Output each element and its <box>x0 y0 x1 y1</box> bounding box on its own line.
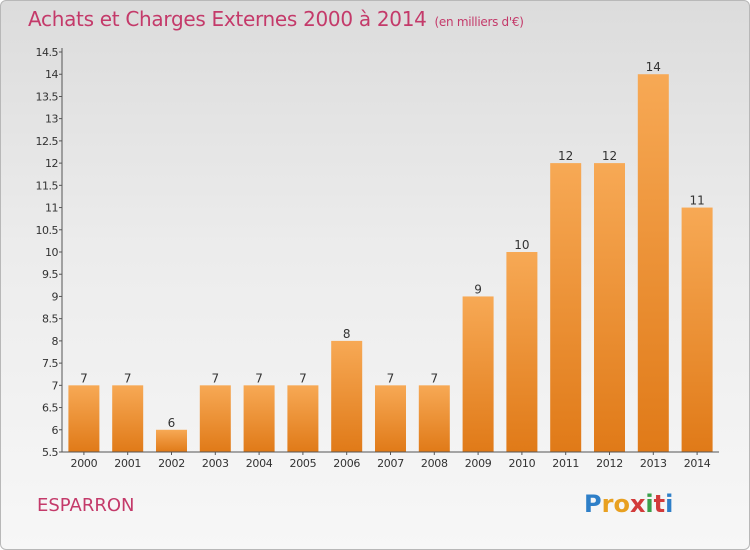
x-tick-label: 2009 <box>465 457 492 470</box>
x-tick-label: 2008 <box>421 457 448 470</box>
title-text: Achats et Charges Externes 2000 à 2014 <box>28 7 427 31</box>
bar-value-label: 14 <box>646 60 661 74</box>
bar-value-label: 7 <box>430 371 438 385</box>
bar-value-label: 7 <box>387 371 395 385</box>
bar <box>550 163 582 452</box>
logo-letter: i <box>645 490 654 518</box>
y-tick-label: 13.5 <box>36 90 59 103</box>
bar-value-label: 10 <box>514 238 529 252</box>
y-tick-label: 11.5 <box>36 179 59 192</box>
logo-letter: i <box>665 490 674 518</box>
y-tick-label: 11 <box>45 202 58 215</box>
logo-letter: r <box>601 490 614 518</box>
bar <box>375 385 406 452</box>
y-tick-label: 13 <box>45 113 58 126</box>
logo-letter: o <box>613 490 630 518</box>
logo-letter: t <box>653 490 666 518</box>
unit-note: (en milliers d'€) <box>434 15 524 29</box>
x-axis: 2000 2001 2002 2003 2004 2005 2006 2007 2008 2009… <box>62 451 719 470</box>
bar <box>287 385 319 452</box>
bar <box>112 385 144 452</box>
bar-value-label: 7 <box>255 371 263 385</box>
x-tick-label: 2000 <box>71 457 98 470</box>
bar-value-label: 12 <box>558 149 573 163</box>
bar <box>462 296 494 452</box>
y-tick-label: 7.5 <box>42 357 58 370</box>
bar-value-label: 7 <box>124 371 132 385</box>
y-tick-label: 8 <box>52 335 59 348</box>
bar <box>506 252 538 452</box>
bar <box>156 429 187 452</box>
bar <box>681 207 713 452</box>
bar-value-label: 7 <box>299 371 307 385</box>
y-tick-label: 9.5 <box>42 268 58 281</box>
bar-value-label: 8 <box>343 327 351 341</box>
x-tick-label: 2014 <box>684 457 711 470</box>
x-tick-label: 2012 <box>596 457 623 470</box>
x-tick-label: 2006 <box>333 457 360 470</box>
bar-value-label: 7 <box>80 371 88 385</box>
y-tick-label: 14.5 <box>36 46 59 59</box>
y-tick-label: 14 <box>45 68 58 81</box>
y-tick-label: 5.5 <box>42 446 58 459</box>
y-tick-label: 10 <box>45 246 58 259</box>
y-tick-label: 12.5 <box>36 135 59 148</box>
x-tick-label: 2001 <box>114 457 141 470</box>
bar-value-label: 9 <box>474 282 482 296</box>
x-tick-label: 2010 <box>509 457 536 470</box>
x-tick-label: 2005 <box>290 457 317 470</box>
bar <box>418 385 450 452</box>
bar <box>199 385 231 452</box>
x-tick-label: 2011 <box>552 457 579 470</box>
bar <box>331 340 363 452</box>
chart-title: Achats et Charges Externes 2000 à 2014 (e… <box>28 7 524 31</box>
bar-value-label: 6 <box>168 416 176 430</box>
commune-name: ESPARRON <box>37 495 135 516</box>
y-tick-label: 12 <box>45 157 58 170</box>
bar <box>243 385 275 452</box>
proxiti-logo: Proxiti <box>584 490 673 518</box>
x-tick-label: 2007 <box>377 457 404 470</box>
y-tick-label: 8.5 <box>42 313 58 326</box>
logo-letter: x <box>629 490 646 518</box>
bars: 7 7 6 7 7 7 8 7 7 9 10 12 12 14 11 <box>68 60 713 452</box>
x-tick-label: 2004 <box>246 457 273 470</box>
y-tick-label: 7 <box>52 379 59 392</box>
bar-value-label: 12 <box>602 149 617 163</box>
x-tick-label: 2002 <box>158 457 185 470</box>
x-tick-label: 2013 <box>640 457 667 470</box>
bar <box>594 163 625 452</box>
y-tick-label: 10.5 <box>36 224 59 237</box>
bar-value-label: 7 <box>211 371 219 385</box>
y-tick-label: 6 <box>52 424 59 437</box>
y-tick-label: 9 <box>52 290 59 303</box>
logo-letter: P <box>584 490 602 518</box>
bar <box>637 74 669 452</box>
y-axis: 5.5 6 6.5 7 7.5 8 8.5 9 9.5 10 10.5 11 11.5 12 12.5 13 1… <box>36 46 63 459</box>
x-tick-label: 2003 <box>202 457 229 470</box>
y-tick-label: 6.5 <box>42 402 58 415</box>
bar <box>68 385 100 452</box>
bar-value-label: 11 <box>689 194 704 208</box>
